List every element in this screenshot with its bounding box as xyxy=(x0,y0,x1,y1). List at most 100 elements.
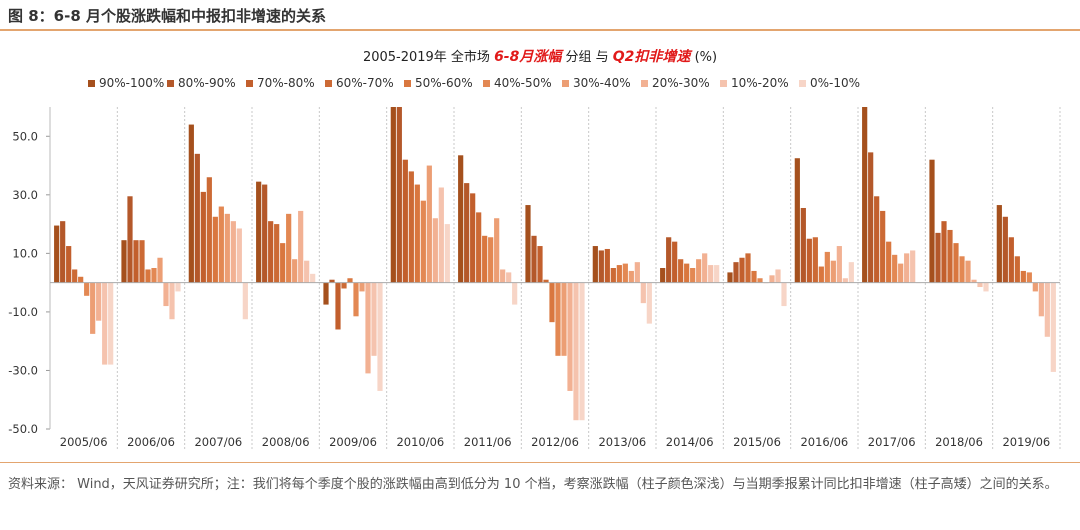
bar xyxy=(482,235,488,283)
bar xyxy=(212,216,218,283)
bar xyxy=(824,251,830,283)
bar xyxy=(769,275,775,283)
bar xyxy=(414,184,420,283)
bar xyxy=(953,243,959,283)
legend: 90%-100% 80%-90% 70%-80% 60%-70% 50%-60% 40%-… xyxy=(88,76,860,90)
bar xyxy=(200,191,206,283)
bar xyxy=(506,272,512,283)
bar xyxy=(751,270,757,283)
bar xyxy=(66,246,72,283)
x-tick-label: 2018/06 xyxy=(935,435,983,449)
y-tick-label: -30.0 xyxy=(8,363,38,377)
chart-title-part: 2005-2019年 全市场 xyxy=(363,49,494,65)
chart-title: 2005-2019年 全市场 6-8月涨幅 分组 与 Q2扣非增速 (%) xyxy=(363,48,717,65)
bar xyxy=(256,181,262,283)
bar xyxy=(365,282,371,374)
bar xyxy=(194,153,200,283)
x-tick-label: 2017/06 xyxy=(868,435,916,449)
bar xyxy=(488,237,494,283)
bar xyxy=(1008,237,1014,283)
bar xyxy=(323,282,329,305)
bar xyxy=(696,259,702,283)
bar xyxy=(420,200,426,283)
bar xyxy=(476,212,482,283)
bar xyxy=(848,262,854,283)
bar xyxy=(714,265,720,283)
bar xyxy=(151,268,157,283)
bar xyxy=(102,282,108,365)
bar xyxy=(622,263,628,283)
figure-title: 图 8：6-8 月个股涨跌幅和中报扣非增速的关系 xyxy=(8,7,326,25)
bar xyxy=(139,240,145,283)
legend-label: 80%-90% xyxy=(178,76,236,90)
bar xyxy=(610,268,616,283)
legend-swatch xyxy=(483,80,490,87)
bar xyxy=(359,282,365,292)
bar xyxy=(935,232,941,283)
bar xyxy=(145,269,151,283)
bar xyxy=(54,225,60,283)
bar xyxy=(757,278,763,283)
x-tick-label: 2013/06 xyxy=(598,435,646,449)
bar xyxy=(347,278,353,283)
plot-area: 50.0 30.0 10.0 -10.0 -30.0 -50.0 2005/06 2006/0… xyxy=(8,107,1061,449)
figure-header: 图 8：6-8 月个股涨跌幅和中报扣非增速的关系 xyxy=(0,0,1080,31)
bar xyxy=(818,266,824,283)
bar xyxy=(628,270,634,283)
bar xyxy=(573,282,579,421)
chart-title-highlight: Q2扣非增速 xyxy=(613,48,694,65)
x-tick-label: 2011/06 xyxy=(464,435,512,449)
bar xyxy=(886,241,892,283)
bar xyxy=(78,276,84,283)
bar xyxy=(904,253,910,283)
bar xyxy=(898,263,904,283)
x-tick-label: 2008/06 xyxy=(262,435,310,449)
bar xyxy=(868,152,874,283)
legend-label: 30%-40% xyxy=(573,76,631,90)
bar xyxy=(402,159,408,283)
bar xyxy=(494,218,500,283)
bar xyxy=(1032,282,1038,292)
bar xyxy=(977,282,983,288)
bar xyxy=(268,221,274,283)
x-tick-label: 2015/06 xyxy=(733,435,781,449)
bar xyxy=(965,260,971,283)
bar xyxy=(947,229,953,283)
x-tick-label: 2012/06 xyxy=(531,435,579,449)
bar xyxy=(280,243,286,283)
legend-label: 0%-10% xyxy=(810,76,860,90)
bar xyxy=(634,262,640,283)
bar xyxy=(800,207,806,283)
bar xyxy=(353,282,359,317)
y-tick-label: 50.0 xyxy=(12,129,38,143)
x-tick-label: 2007/06 xyxy=(194,435,242,449)
bar xyxy=(794,158,800,283)
bar xyxy=(426,165,432,283)
bar xyxy=(684,263,690,283)
bar xyxy=(555,282,561,356)
bar xyxy=(733,262,739,283)
bar xyxy=(567,282,573,391)
source-note: 资料来源： Wind，天风证券研究所；注：我们将每个季度个股的涨跌幅由高到低分为… xyxy=(8,477,1058,492)
bar xyxy=(127,196,133,283)
bar xyxy=(727,272,733,283)
bar xyxy=(812,237,818,283)
bar xyxy=(708,265,714,283)
bar xyxy=(500,269,506,283)
bar xyxy=(175,282,181,292)
chart-title-part: 分组 与 xyxy=(566,50,613,65)
x-tick-label: 2014/06 xyxy=(666,435,714,449)
chart-title-part: (%) xyxy=(695,50,718,65)
bar xyxy=(224,213,230,283)
bar xyxy=(525,205,531,283)
chart-title-highlight: 6-8月涨幅 xyxy=(494,48,564,65)
bar xyxy=(274,224,280,283)
x-tick-label: 2016/06 xyxy=(800,435,848,449)
bar xyxy=(941,221,947,283)
legend-label: 70%-80% xyxy=(257,76,315,90)
bar xyxy=(163,282,169,307)
bar xyxy=(304,260,310,283)
y-tick-label: -50.0 xyxy=(8,422,38,436)
bar xyxy=(157,257,163,283)
figure-source: 资料来源： Wind，天风证券研究所；注：我们将每个季度个股的涨跌幅由高到低分为… xyxy=(0,462,1080,530)
